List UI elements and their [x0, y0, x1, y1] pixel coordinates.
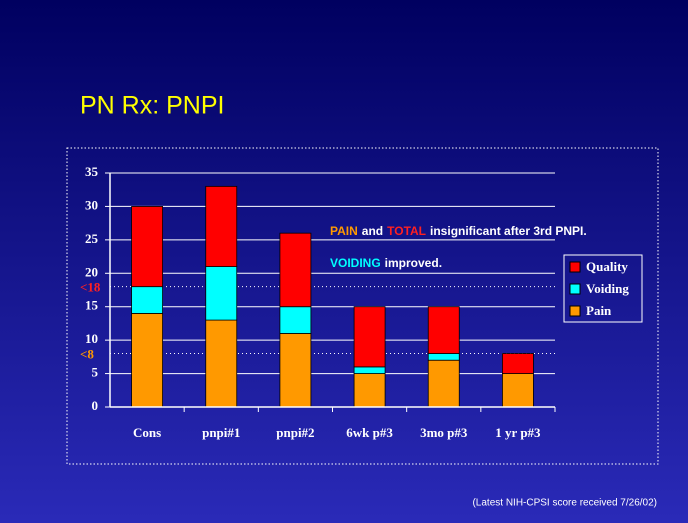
y-tick-label: 25	[85, 231, 99, 246]
bar-segment	[205, 319, 238, 408]
y-tick-label: 0	[92, 398, 99, 413]
bar-segment	[279, 333, 312, 408]
legend-swatch	[569, 305, 581, 317]
y-tick-label: 35	[85, 164, 99, 179]
reference-label: <18	[80, 280, 101, 295]
x-tick-label: pnpi#1	[202, 425, 240, 440]
legend-label: Voiding	[586, 281, 629, 296]
bar-segment	[427, 359, 460, 408]
y-tick-label: 15	[85, 298, 99, 313]
annotation-part: PAIN	[330, 224, 358, 238]
x-tick-label: 6wk p#3	[346, 425, 393, 440]
bar-segment	[427, 353, 460, 361]
annotation: PAIN and TOTAL insignificant after 3rd PNPI…	[330, 224, 587, 238]
annotation: VOIDING improved.	[330, 256, 442, 270]
bar-segment	[205, 185, 238, 267]
legend-label: Pain	[586, 303, 612, 318]
bar-segment	[427, 306, 460, 354]
annotation-part: improved	[385, 256, 439, 270]
bar-segment	[279, 306, 312, 334]
x-tick-label: Cons	[133, 425, 161, 440]
bar-segment	[131, 312, 163, 408]
bar-segment	[353, 373, 386, 408]
x-tick-label: 3mo p#3	[420, 425, 468, 440]
bar-segment	[502, 353, 534, 374]
y-tick-label: 10	[85, 331, 98, 346]
annotation-part: and	[362, 224, 383, 238]
legend-swatch	[569, 261, 581, 273]
reference-label: <8	[80, 346, 94, 361]
annotation-part: VOIDING	[330, 256, 381, 270]
y-tick-label: 30	[85, 197, 98, 212]
x-tick-label: 1 yr p#3	[495, 425, 541, 440]
bar-segment	[502, 373, 534, 408]
bar-segment	[353, 306, 386, 368]
annotation-part: insignificant after 3rd PNPI.	[430, 224, 587, 238]
bar-segment	[279, 232, 312, 308]
bar-segment	[205, 266, 238, 321]
annotation-part: TOTAL	[387, 224, 426, 238]
legend-swatch	[569, 283, 581, 295]
y-tick-label: 20	[85, 264, 98, 279]
annotation-part: .	[439, 256, 442, 270]
y-tick-label: 5	[92, 365, 99, 380]
bar-segment	[353, 366, 386, 374]
legend-box	[563, 254, 643, 323]
chart-frame	[66, 147, 659, 465]
footer-note: (Latest NIH-CPSI score received 7/26/02)	[472, 498, 657, 509]
slide-title: PN Rx: PNPI	[80, 92, 224, 120]
bar-segment	[131, 286, 163, 314]
x-tick-label: pnpi#2	[276, 425, 314, 440]
legend-label: Quality	[586, 259, 628, 274]
bar-segment	[131, 206, 163, 288]
